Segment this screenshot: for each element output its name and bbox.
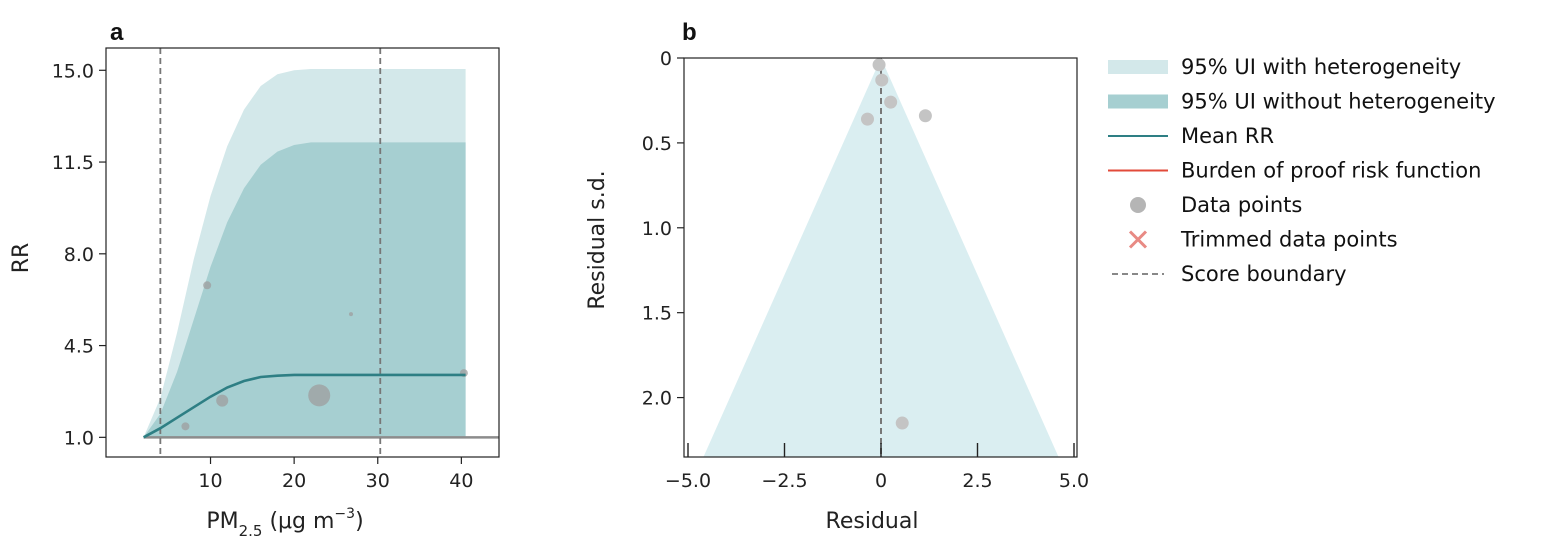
panel-b-ytick-label-1: 0.5 <box>642 133 672 155</box>
legend-item-2: Mean RR <box>1108 124 1274 148</box>
data-point-0 <box>872 58 886 72</box>
panel-a: a 1.0 4.5 8.0 11.5 15.0 10 20 30 40 RR PM2.5 (μg… <box>9 19 500 540</box>
panel-b-xtick-label-3: 2.5 <box>962 470 992 492</box>
panel-a-ytick-label-4: 15.0 <box>52 60 94 82</box>
panel-b-ytick-label-3: 1.5 <box>642 303 672 325</box>
band-without-heterogeneity <box>143 142 466 438</box>
legend-item-5: Trimmed data points <box>1128 228 1398 252</box>
data-point-4 <box>918 109 932 123</box>
legend-swatch-trimmed-cross-icon <box>1128 230 1148 249</box>
legend-label-4: Data points <box>1181 193 1302 217</box>
panel-b-ytick-label-2: 1.0 <box>642 218 672 240</box>
panel-b-xtick-label-0: −5.0 <box>665 470 711 492</box>
data-point-3 <box>860 112 874 126</box>
panel-b-letter: b <box>682 19 697 46</box>
panel-a-xtick-label-1: 20 <box>282 470 306 492</box>
data-point-4 <box>348 312 353 317</box>
data-point-1 <box>203 281 212 290</box>
legend-swatch-with-heterogeneity <box>1108 60 1168 74</box>
legend-label-5: Trimmed data points <box>1180 228 1398 252</box>
legend-label-0: 95% UI with heterogeneity <box>1181 55 1461 79</box>
panel-a-xtick-label-3: 40 <box>449 470 473 492</box>
panel-a-ytick-label-3: 11.5 <box>52 152 94 174</box>
panel-a-frame <box>105 47 500 458</box>
data-point-5 <box>895 416 909 430</box>
panel-b-ytick-label-4: 2.0 <box>642 388 672 410</box>
legend-swatch-without-heterogeneity <box>1108 94 1168 109</box>
legend: 95% UI with heterogeneity 95% UI without … <box>1108 55 1496 286</box>
panel-b: b 0 0.5 1.0 1.5 2.0 −5.0 −2.5 0 2.5 5.0 Residual … <box>585 19 1089 534</box>
legend-label-1: 95% UI without heterogeneity <box>1181 90 1496 114</box>
legend-label-2: Mean RR <box>1181 124 1274 148</box>
panel-a-ytick-label-0: 1.0 <box>64 427 94 449</box>
mean-rr-line <box>142 373 466 439</box>
panel-b-xtick-label-1: −2.5 <box>761 470 807 492</box>
legend-label-3: Burden of proof risk function <box>1181 159 1481 183</box>
panel-b-plot-area <box>703 58 1059 457</box>
funnel-region <box>703 58 1059 457</box>
data-point-2 <box>884 95 898 109</box>
data-point-2 <box>216 394 229 407</box>
data-point-0 <box>181 422 190 431</box>
panel-a-ylabel: RR <box>9 243 34 274</box>
panel-a-xtick-label-2: 30 <box>366 470 390 492</box>
panel-a-ytick-label-1: 4.5 <box>64 336 94 358</box>
panel-b-xtick-label-4: 5.0 <box>1059 470 1089 492</box>
panel-b-xlabel: Residual <box>826 509 919 534</box>
legend-item-3: Burden of proof risk function <box>1108 159 1481 183</box>
panel-a-ytick-label-2: 8.0 <box>64 244 94 266</box>
data-point-1 <box>875 73 889 87</box>
legend-item-0: 95% UI with heterogeneity <box>1108 55 1461 79</box>
panel-a-xlabel: PM2.5 (μg m−3) <box>206 506 363 540</box>
legend-swatch-data-point <box>1130 197 1146 213</box>
panel-b-ytick-label-0: 0 <box>660 48 672 70</box>
panel-a-axes: 1.0 4.5 8.0 11.5 15.0 10 20 30 40 <box>52 60 474 492</box>
data-point-3 <box>308 384 331 407</box>
panel-b-xtick-label-2: 0 <box>875 470 887 492</box>
panel-a-plot-area <box>142 48 499 457</box>
panel-b-axes: 0 0.5 1.0 1.5 2.0 −5.0 −2.5 0 2.5 5.0 <box>642 48 1089 492</box>
legend-item-6: Score boundary <box>1112 262 1347 286</box>
panel-a-xtick-label-0: 10 <box>198 470 222 492</box>
panel-b-ylabel: Residual s.d. <box>585 170 610 309</box>
legend-item-4: Data points <box>1130 193 1302 217</box>
legend-label-6: Score boundary <box>1181 262 1347 286</box>
panel-a-letter: a <box>110 19 124 46</box>
legend-item-1: 95% UI without heterogeneity <box>1108 90 1496 114</box>
